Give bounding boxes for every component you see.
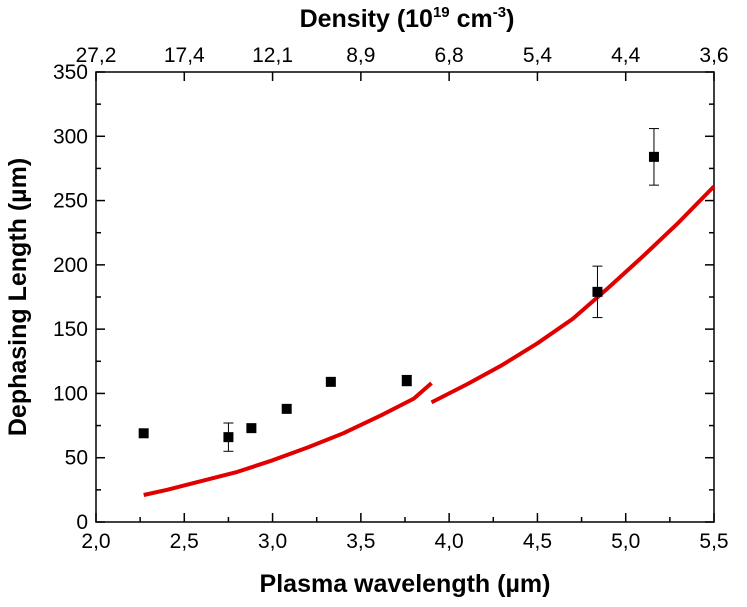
top-tick-label: 4,4: [611, 44, 641, 67]
y-tick-label: 350: [53, 61, 88, 84]
top-tick-label: 12,1: [252, 44, 293, 67]
y-tick-label: 250: [53, 190, 88, 213]
x-tick-label: 3,5: [346, 530, 375, 553]
top-tick-label: 8,9: [346, 44, 375, 67]
tick-labels: 2,0 2,5 3,0 3,5 4,0 4,5 5,0 5,5 27,2 17,4 12,1 8,9 6…: [53, 44, 729, 553]
top-tick-label: 5,4: [523, 44, 553, 67]
x-tick-label: 5,0: [611, 530, 640, 553]
top-axis-label: Density (1019 cm-3): [300, 4, 515, 33]
data-point: [281, 403, 292, 414]
y-tick-label: 50: [65, 447, 88, 470]
x-tick-label: 4,5: [523, 530, 552, 553]
x-axis-label: Plasma wavelength (µm): [260, 570, 551, 598]
x-tick-label: 2,5: [170, 530, 199, 553]
top-axis-label-exp2: -3: [493, 4, 506, 21]
x-tick-label: 3,0: [258, 530, 287, 553]
data-point: [648, 151, 659, 162]
axis-ticks: [95, 71, 715, 523]
x-tick-label: 2,0: [81, 530, 110, 553]
top-tick-label: 17,4: [164, 44, 205, 67]
theory-curve-segment-1: [143, 381, 433, 497]
theory-curve: [143, 184, 716, 497]
y-axis-label: Dephasing Length (µm): [4, 158, 32, 436]
y-tick-label: 100: [53, 382, 88, 405]
x-tick-label: 4,0: [435, 530, 464, 553]
y-tick-label: 200: [53, 254, 88, 277]
data-point: [246, 423, 257, 434]
top-axis-label-exp1: 19: [433, 4, 450, 21]
data-point: [325, 376, 336, 387]
data-point: [138, 428, 149, 439]
y-tick-label: 0: [76, 511, 88, 534]
data-point: [223, 432, 234, 443]
theory-curve-segment-2: [430, 184, 716, 405]
plot-frame: [95, 71, 715, 523]
top-tick-label: 27,2: [76, 44, 117, 67]
top-tick-label: 3,6: [699, 44, 728, 67]
y-tick-label: 300: [53, 125, 88, 148]
data-point: [592, 286, 603, 297]
data-point: [401, 375, 412, 386]
top-tick-label: 6,8: [435, 44, 464, 67]
measured-points: [138, 128, 659, 452]
x-tick-label: 5,5: [699, 530, 728, 553]
y-tick-label: 150: [53, 318, 88, 341]
